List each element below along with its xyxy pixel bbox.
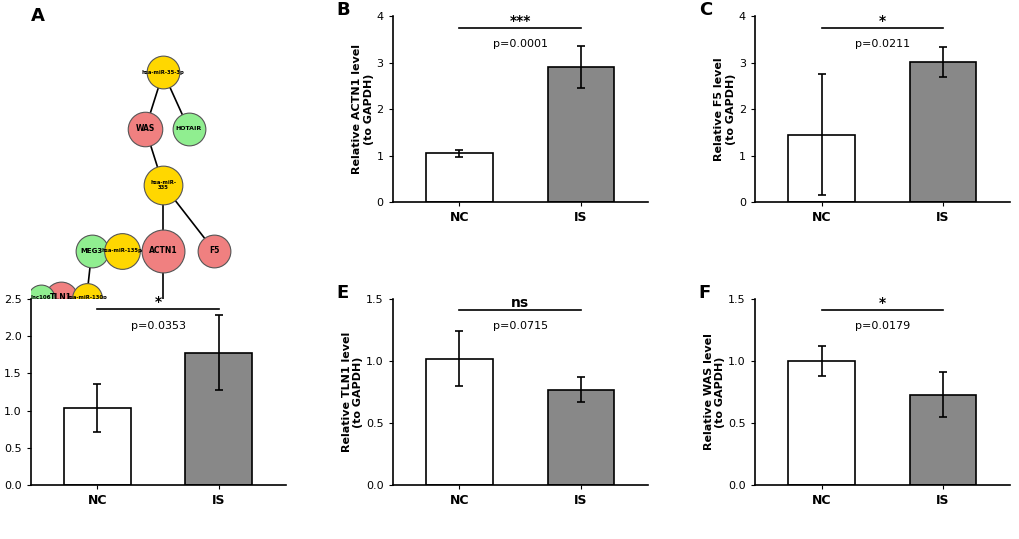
Text: hsa-miR-
335: hsa-miR- 335 [150, 179, 176, 190]
Text: ns: ns [511, 296, 529, 310]
Text: miRNA: miRNA [212, 431, 247, 441]
Point [84, 246, 100, 255]
Y-axis label: Relative TLN1 level
(to GAPDH): Relative TLN1 level (to GAPDH) [341, 332, 363, 452]
Point [138, 125, 154, 133]
Text: HOTAIR: HOTAIR [175, 126, 202, 131]
Text: p=0.0001: p=0.0001 [492, 39, 547, 50]
Bar [64, 407, 130, 485]
Y-axis label: Relative F5 level
(to GAPDH): Relative F5 level (to GAPDH) [713, 57, 735, 161]
Bar [426, 358, 492, 485]
Text: lnc106: lnc106 [31, 295, 51, 300]
Text: hsa-miR-210-3p: hsa-miR-210-3p [140, 323, 186, 328]
Text: mRNA: mRNA [212, 396, 244, 406]
Text: A: A [31, 7, 45, 25]
Y-axis label: Relative JMJD1C  level
(to GAPDH): Relative JMJD1C level (to GAPDH) [0, 324, 1, 460]
Text: hsa-miR-135p: hsa-miR-135p [102, 248, 143, 253]
Point [180, 467, 197, 475]
Text: *: * [155, 295, 161, 309]
Point [180, 396, 197, 405]
Point [53, 293, 69, 302]
Bar [547, 67, 613, 202]
Point [155, 387, 171, 396]
Text: p=0.0353: p=0.0353 [130, 321, 185, 331]
Text: lncRNA: lncRNA [212, 466, 249, 476]
Text: F: F [698, 284, 710, 302]
Text: ***: *** [510, 14, 530, 28]
Point [155, 68, 171, 77]
Y-axis label: Relative WAS level
(to GAPDH): Relative WAS level (to GAPDH) [703, 334, 725, 451]
Bar [909, 395, 975, 485]
Text: xist: xist [156, 388, 170, 395]
Point [114, 246, 130, 255]
Text: C: C [698, 1, 711, 19]
Text: WAS: WAS [136, 124, 155, 133]
Bar [185, 353, 252, 485]
Text: p=0.0715: p=0.0715 [492, 321, 547, 331]
Point [206, 246, 222, 255]
Bar [788, 135, 854, 202]
Point [33, 293, 49, 302]
Point [180, 432, 197, 440]
Text: MEG3: MEG3 [81, 247, 103, 254]
Text: hsa-miR-35-3p: hsa-miR-35-3p [142, 70, 184, 75]
Text: TLN1: TLN1 [50, 293, 72, 302]
Text: *: * [878, 14, 884, 28]
Point [155, 246, 171, 255]
Bar [547, 390, 613, 485]
Bar [788, 361, 854, 485]
Point [78, 293, 95, 302]
Text: p=0.0211: p=0.0211 [854, 39, 909, 50]
Text: hsa-miR-130p: hsa-miR-130p [66, 295, 107, 300]
Point [155, 321, 171, 330]
Bar [426, 154, 492, 202]
Text: F5: F5 [209, 246, 219, 255]
Bar [909, 62, 975, 202]
Text: B: B [336, 1, 350, 19]
Text: ACTN1: ACTN1 [149, 246, 177, 255]
Text: *: * [878, 296, 884, 310]
Point [155, 181, 171, 189]
Text: E: E [336, 284, 348, 302]
Point [180, 125, 197, 133]
Text: p=0.0179: p=0.0179 [854, 321, 909, 331]
Y-axis label: Relative ACTN1 level
(to GAPDH): Relative ACTN1 level (to GAPDH) [352, 44, 373, 174]
